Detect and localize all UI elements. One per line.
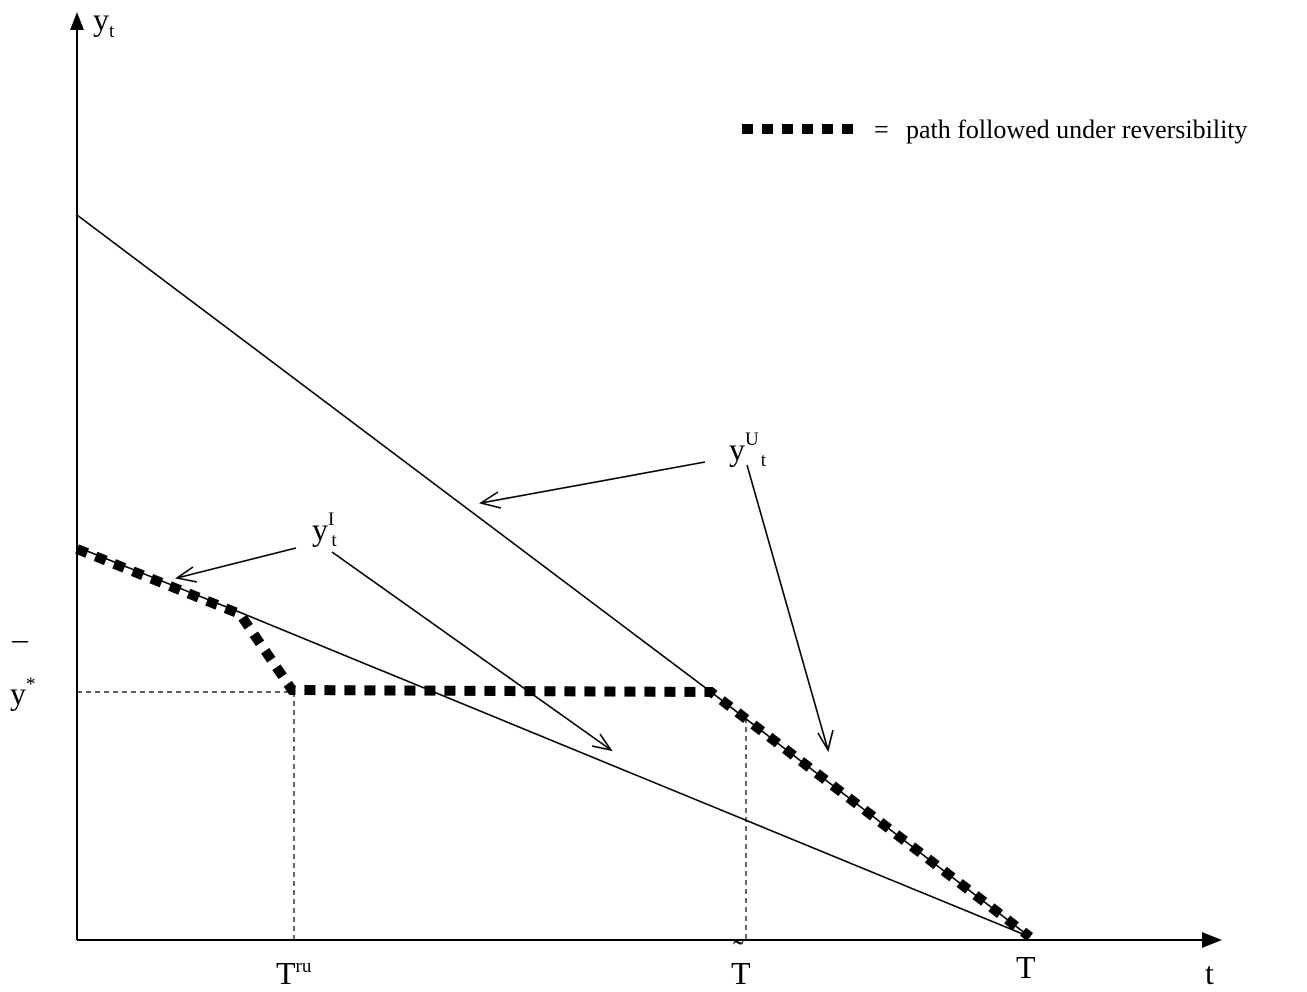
x-axis-arrowhead [1202,932,1222,948]
y-star-bar: ¯ [11,636,29,672]
yI-arrow-to-line [331,551,612,751]
legend-text: path followed under reversibility [906,115,1248,144]
Ttilde-tilde: ˜ [733,933,744,969]
x-axis-label: t [1205,955,1214,991]
yI-arrowhead-2 [591,733,613,752]
yU-label: yUt [729,429,767,471]
y-star-label: y* [10,674,36,711]
yU-arrowhead-2 [817,729,834,753]
yI-curve [76,546,1031,938]
T-label: T [1016,949,1036,985]
legend-equals: = [874,115,889,144]
yI-arrowhead-1 [174,566,198,583]
reversibility-path [75,544,1034,941]
yI-arrow-to-curve [176,547,297,579]
yU-arrowhead-1 [479,491,502,509]
Tru-label: Tru [276,955,312,991]
yU-arrow-to-steep [746,464,829,751]
Ttilde-label: T [731,955,751,991]
yU-arrow-to-line [480,461,706,504]
y-axis-label: yt [93,1,115,42]
y-axis-arrowhead [70,12,84,30]
yI-label: yI t [312,509,337,551]
